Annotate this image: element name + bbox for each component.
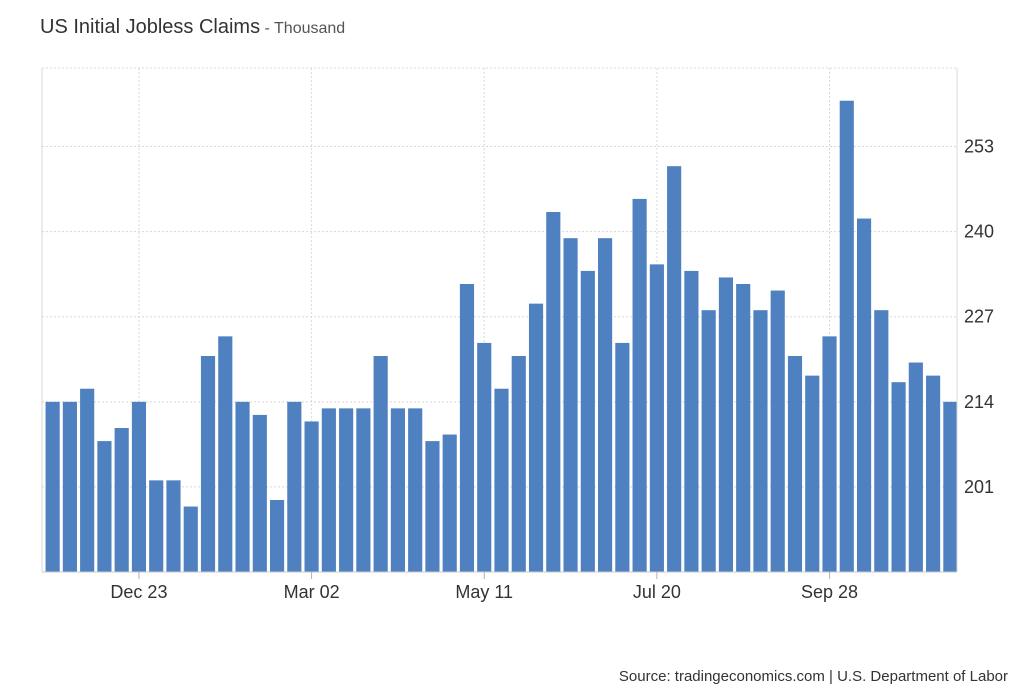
bar bbox=[131, 401, 147, 572]
bar bbox=[149, 480, 164, 572]
chart-subtitle: - Thousand bbox=[264, 20, 346, 37]
bar bbox=[926, 375, 941, 572]
y-tick-label: 201 bbox=[964, 477, 994, 497]
y-tick-label: 240 bbox=[964, 222, 994, 242]
bar bbox=[632, 198, 647, 572]
bar bbox=[166, 480, 181, 572]
chart-title-block: US Initial Jobless Claims - Thousand bbox=[40, 16, 345, 39]
bar-series bbox=[45, 100, 958, 573]
bar bbox=[114, 428, 129, 572]
bar bbox=[494, 388, 509, 572]
y-tick-label: 214 bbox=[964, 392, 994, 412]
bar bbox=[943, 401, 958, 572]
bar bbox=[425, 441, 440, 572]
bar bbox=[770, 290, 785, 572]
bar bbox=[80, 388, 95, 572]
bar bbox=[908, 362, 923, 572]
bar bbox=[667, 166, 682, 572]
bar bbox=[511, 356, 526, 572]
bar bbox=[356, 408, 371, 572]
bar bbox=[252, 414, 267, 572]
bar bbox=[546, 212, 561, 572]
y-axis-ticks: 201 214 227 240 253 bbox=[964, 137, 994, 497]
bar bbox=[822, 336, 837, 572]
bar bbox=[390, 408, 405, 572]
x-tick-label: Sep 28 bbox=[801, 582, 858, 602]
bar bbox=[339, 408, 354, 572]
bar bbox=[321, 408, 336, 572]
bar bbox=[736, 284, 751, 572]
y-tick-label: 253 bbox=[964, 137, 994, 157]
bar-chart: Dec 23 Mar 02 May 11 Jul 20 Sep 28 201 214 227… bbox=[41, 67, 994, 602]
bar bbox=[408, 408, 423, 572]
bar bbox=[805, 375, 820, 572]
bar bbox=[459, 284, 475, 572]
bar bbox=[528, 303, 544, 572]
chart-title: US Initial Jobless Claims bbox=[40, 16, 261, 38]
bar bbox=[62, 401, 77, 572]
axes bbox=[41, 68, 958, 573]
x-tick-label: May 11 bbox=[455, 582, 513, 602]
bar bbox=[684, 270, 699, 572]
bar bbox=[701, 310, 716, 572]
bar bbox=[649, 264, 664, 572]
bar bbox=[580, 270, 595, 572]
bar bbox=[373, 356, 388, 572]
bar bbox=[218, 336, 233, 572]
bar bbox=[563, 238, 578, 572]
bar bbox=[97, 441, 112, 572]
bar bbox=[874, 310, 889, 572]
x-tick-label: Jul 20 bbox=[633, 582, 681, 602]
bar bbox=[598, 238, 613, 572]
bar bbox=[304, 421, 319, 572]
bar bbox=[45, 401, 60, 572]
y-tick-label: 227 bbox=[964, 307, 994, 327]
bar bbox=[200, 356, 216, 572]
source-note: Source: tradingeconomics.com | U.S. Depa… bbox=[618, 668, 1008, 685]
bar bbox=[718, 277, 734, 572]
bar bbox=[235, 401, 250, 572]
bar bbox=[287, 401, 302, 572]
bar bbox=[615, 342, 630, 572]
bar bbox=[183, 506, 198, 572]
x-tick-label: Dec 23 bbox=[110, 582, 167, 602]
bar bbox=[269, 500, 285, 572]
bar bbox=[891, 382, 906, 572]
bar bbox=[839, 100, 854, 573]
bar bbox=[477, 342, 492, 572]
bar bbox=[442, 434, 457, 572]
x-axis-ticks: Dec 23 Mar 02 May 11 Jul 20 Sep 28 bbox=[110, 572, 858, 602]
bar bbox=[753, 310, 768, 572]
x-tick-label: Mar 02 bbox=[284, 582, 340, 602]
bar bbox=[787, 356, 803, 572]
bar bbox=[856, 218, 872, 572]
